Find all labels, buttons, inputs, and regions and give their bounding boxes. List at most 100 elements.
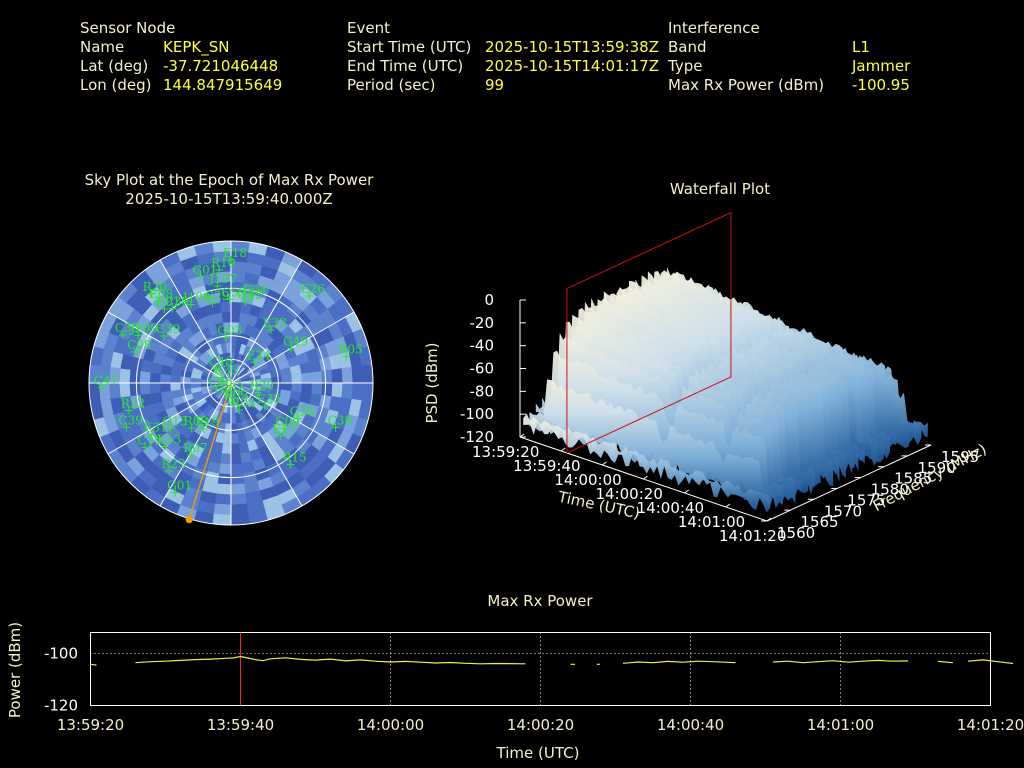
sky-disc-cell <box>108 296 127 318</box>
sky-disc-cell <box>238 441 250 454</box>
sky-disc-cell <box>100 348 114 368</box>
chart-y-tick-label: -120 <box>44 697 78 715</box>
sky-disc-cell <box>231 291 243 303</box>
sky-disc-cell <box>241 399 250 410</box>
sky-disc-cell <box>156 410 170 424</box>
sky-disc-cell <box>298 286 318 305</box>
sky-disc-cell <box>134 296 153 316</box>
sky-disc-cell <box>301 372 313 383</box>
sky-disc-cell <box>170 367 183 377</box>
sky-disc-cell <box>158 318 174 334</box>
waterfall-time-tick <box>519 433 525 438</box>
sky-disc-cell <box>192 467 208 481</box>
sky-disc-cell <box>211 375 222 381</box>
sky-disc-cell <box>220 301 231 313</box>
waterfall-z-tick-label: -60 <box>470 360 495 378</box>
sky-disc-cell <box>231 241 250 253</box>
sky-disc-cell <box>321 383 333 397</box>
sky-disc-cell <box>190 444 204 458</box>
sky-disc-cell <box>236 365 244 375</box>
sky-disc-cell <box>200 383 211 387</box>
sky-disc-cell <box>90 346 104 366</box>
sky-disc-cell <box>236 332 245 344</box>
waterfall-surface-strip <box>535 350 783 509</box>
sky-disc-cell <box>327 443 346 464</box>
sky-disc-cell <box>170 389 183 399</box>
satellite-marker: + <box>285 458 295 472</box>
sky-azimuth-spoke <box>107 382 232 455</box>
satellite-prn-label: R22 <box>121 396 145 410</box>
satellite-prn-label: E35 <box>257 392 281 406</box>
waterfall-time-tick <box>766 517 772 522</box>
sky-disc-cell <box>180 426 194 440</box>
waterfall-surface-strip <box>573 297 821 488</box>
sky-disc-base <box>89 241 373 525</box>
sky-disc-cell <box>156 342 170 356</box>
sky-disc-cell <box>266 413 280 427</box>
satellite-marker: + <box>240 295 250 309</box>
sky-disc-cell <box>305 278 325 297</box>
sky-disc-cell <box>143 321 159 338</box>
sky-disc-cell <box>142 404 157 418</box>
sky-disc-cell <box>174 402 188 414</box>
satellite-marker: + <box>170 486 180 500</box>
sky-disc-cell <box>182 413 196 427</box>
sky-disc-cell <box>241 292 255 305</box>
start-time-label: Start Time (UTC) <box>347 38 472 56</box>
sky-disc-cell <box>231 383 242 386</box>
type-label: Type <box>668 57 703 75</box>
sky-disc-cell <box>99 312 117 333</box>
sky-disc-cell <box>231 483 246 495</box>
satellite-prn-label: G01 <box>167 479 192 493</box>
sky-disc-cell <box>231 383 238 392</box>
satellite-marker: + <box>159 329 169 343</box>
sky-disc-cell <box>221 443 231 454</box>
sky-disc-cell <box>215 411 224 423</box>
sky-disc-cell <box>321 369 333 383</box>
sky-disc-cell <box>215 343 224 355</box>
sky-disc-cell <box>231 342 237 353</box>
sky-disc-cell <box>292 410 306 424</box>
sky-disc-cell <box>287 355 300 368</box>
sky-disc-cell <box>279 339 293 353</box>
sky-disc-cell <box>221 383 231 387</box>
sky-disc-cell <box>231 383 237 393</box>
sky-disc-cell <box>242 409 252 421</box>
sky-disc-cell <box>361 383 373 402</box>
sky-disc-cell <box>281 286 299 303</box>
sky-disc-cell <box>269 279 287 296</box>
sky-disc-cell <box>270 369 282 378</box>
sky-disc-cell <box>243 397 253 408</box>
sky-disc-cell <box>231 380 242 383</box>
sky-disc-cell <box>250 375 262 381</box>
sky-azimuth-spoke <box>159 259 232 384</box>
sky-disc-cell <box>292 294 310 312</box>
sky-disc-cell <box>268 393 280 403</box>
satellite-marker: + <box>266 323 276 337</box>
satellite-prn-label: R10 <box>211 256 235 270</box>
waterfall-surface-strip <box>617 279 865 469</box>
sky-disc-cell <box>247 393 258 402</box>
sky-disc-cell <box>175 447 191 463</box>
sky-disc-cell <box>160 390 173 402</box>
jammer-bearing-line <box>188 382 232 520</box>
sky-disc-cell <box>194 242 214 256</box>
waterfall-z-tick-label: -40 <box>470 337 495 355</box>
sky-disc-cell <box>232 362 237 374</box>
sky-disc-cell <box>229 383 231 394</box>
satellite-marker: + <box>286 341 296 355</box>
lon-label: Lon (deg) <box>80 76 152 94</box>
sky-disc-cell <box>204 471 220 484</box>
satellite-marker: + <box>208 296 218 310</box>
sky-disc-cell <box>315 344 329 360</box>
chart-title: Max Rx Power <box>487 592 593 610</box>
sky-disc-cell <box>159 447 176 464</box>
sky-disc-cell <box>288 432 304 448</box>
sky-disc-cell <box>220 364 228 375</box>
sky-disc-cell <box>137 332 152 349</box>
sky-disc-cell <box>134 450 153 470</box>
sky-disc-cell <box>249 304 263 318</box>
jammer-bearing-marker <box>185 516 193 524</box>
sky-disc-cell <box>256 423 269 436</box>
satellite-prn-label: G32 <box>237 288 262 302</box>
